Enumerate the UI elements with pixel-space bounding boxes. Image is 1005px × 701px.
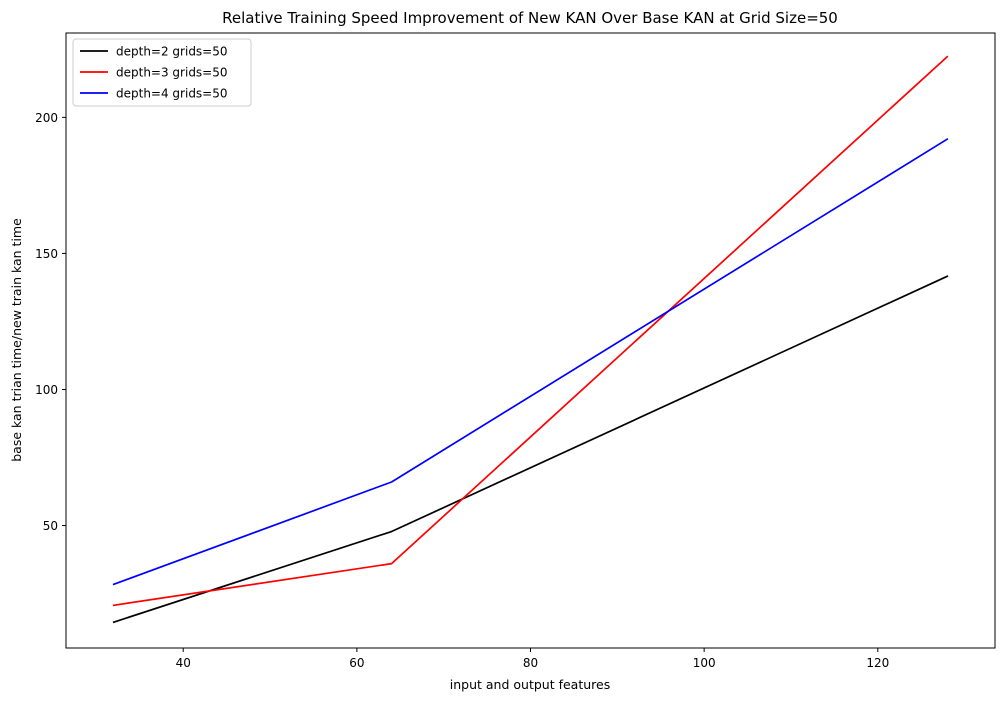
legend-label-3: depth=4 grids=50 bbox=[116, 87, 228, 101]
legend-label-1: depth=2 grids=50 bbox=[116, 45, 228, 59]
x-tick-label: 100 bbox=[693, 656, 716, 670]
series-line-2 bbox=[112, 55, 949, 607]
legend-box bbox=[72, 38, 252, 107]
y-tick-label: 50 bbox=[43, 519, 58, 533]
series-line-3 bbox=[112, 137, 949, 586]
x-tick-label: 80 bbox=[523, 656, 538, 670]
x-tick-label: 120 bbox=[866, 656, 889, 670]
chart-title: Relative Training Speed Improvement of N… bbox=[222, 9, 838, 27]
y-axis: 50 100 150 200 bbox=[35, 111, 66, 533]
legend: depth=2 grids=50 depth=3 grids=50 depth=4 … bbox=[72, 38, 252, 107]
series-layer bbox=[112, 55, 949, 624]
y-axis-label: base kan trian time/new train kan time bbox=[9, 218, 24, 462]
y-tick-label: 150 bbox=[35, 247, 58, 261]
plot-area-frame bbox=[65, 32, 996, 649]
y-tick-label: 200 bbox=[35, 111, 58, 125]
x-axis-label: input and output features bbox=[450, 677, 610, 692]
y-tick-label: 100 bbox=[35, 383, 58, 397]
x-tick-label: 60 bbox=[349, 656, 364, 670]
x-tick-label: 40 bbox=[176, 656, 191, 670]
x-axis: 40 60 80 100 120 bbox=[176, 648, 889, 670]
legend-label-2: depth=3 grids=50 bbox=[116, 66, 228, 80]
series-line-1 bbox=[112, 275, 949, 624]
